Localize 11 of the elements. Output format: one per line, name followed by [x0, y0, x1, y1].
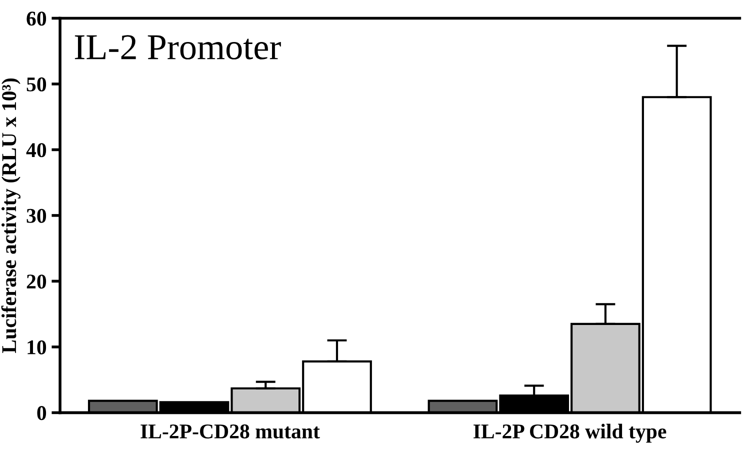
y-tick-label: 50	[26, 77, 46, 92]
y-tick-label: 10	[28, 340, 46, 354]
y-axis-title: Luciferase activity (RLU x 10³)	[1, 78, 20, 354]
chart-title: IL-2 Promoter	[74, 35, 281, 60]
x-tick-label: IL-2P CD28 wild type	[474, 424, 666, 443]
y-tick-label: 40	[26, 143, 46, 158]
y-tick-label: 60	[26, 12, 46, 26]
y-tick-label: 20	[26, 274, 46, 289]
x-tick-label: IL-2P-CD28 mutant	[140, 424, 320, 438]
y-tick-label: 0	[37, 406, 46, 420]
y-tick-label: 30	[26, 208, 46, 223]
